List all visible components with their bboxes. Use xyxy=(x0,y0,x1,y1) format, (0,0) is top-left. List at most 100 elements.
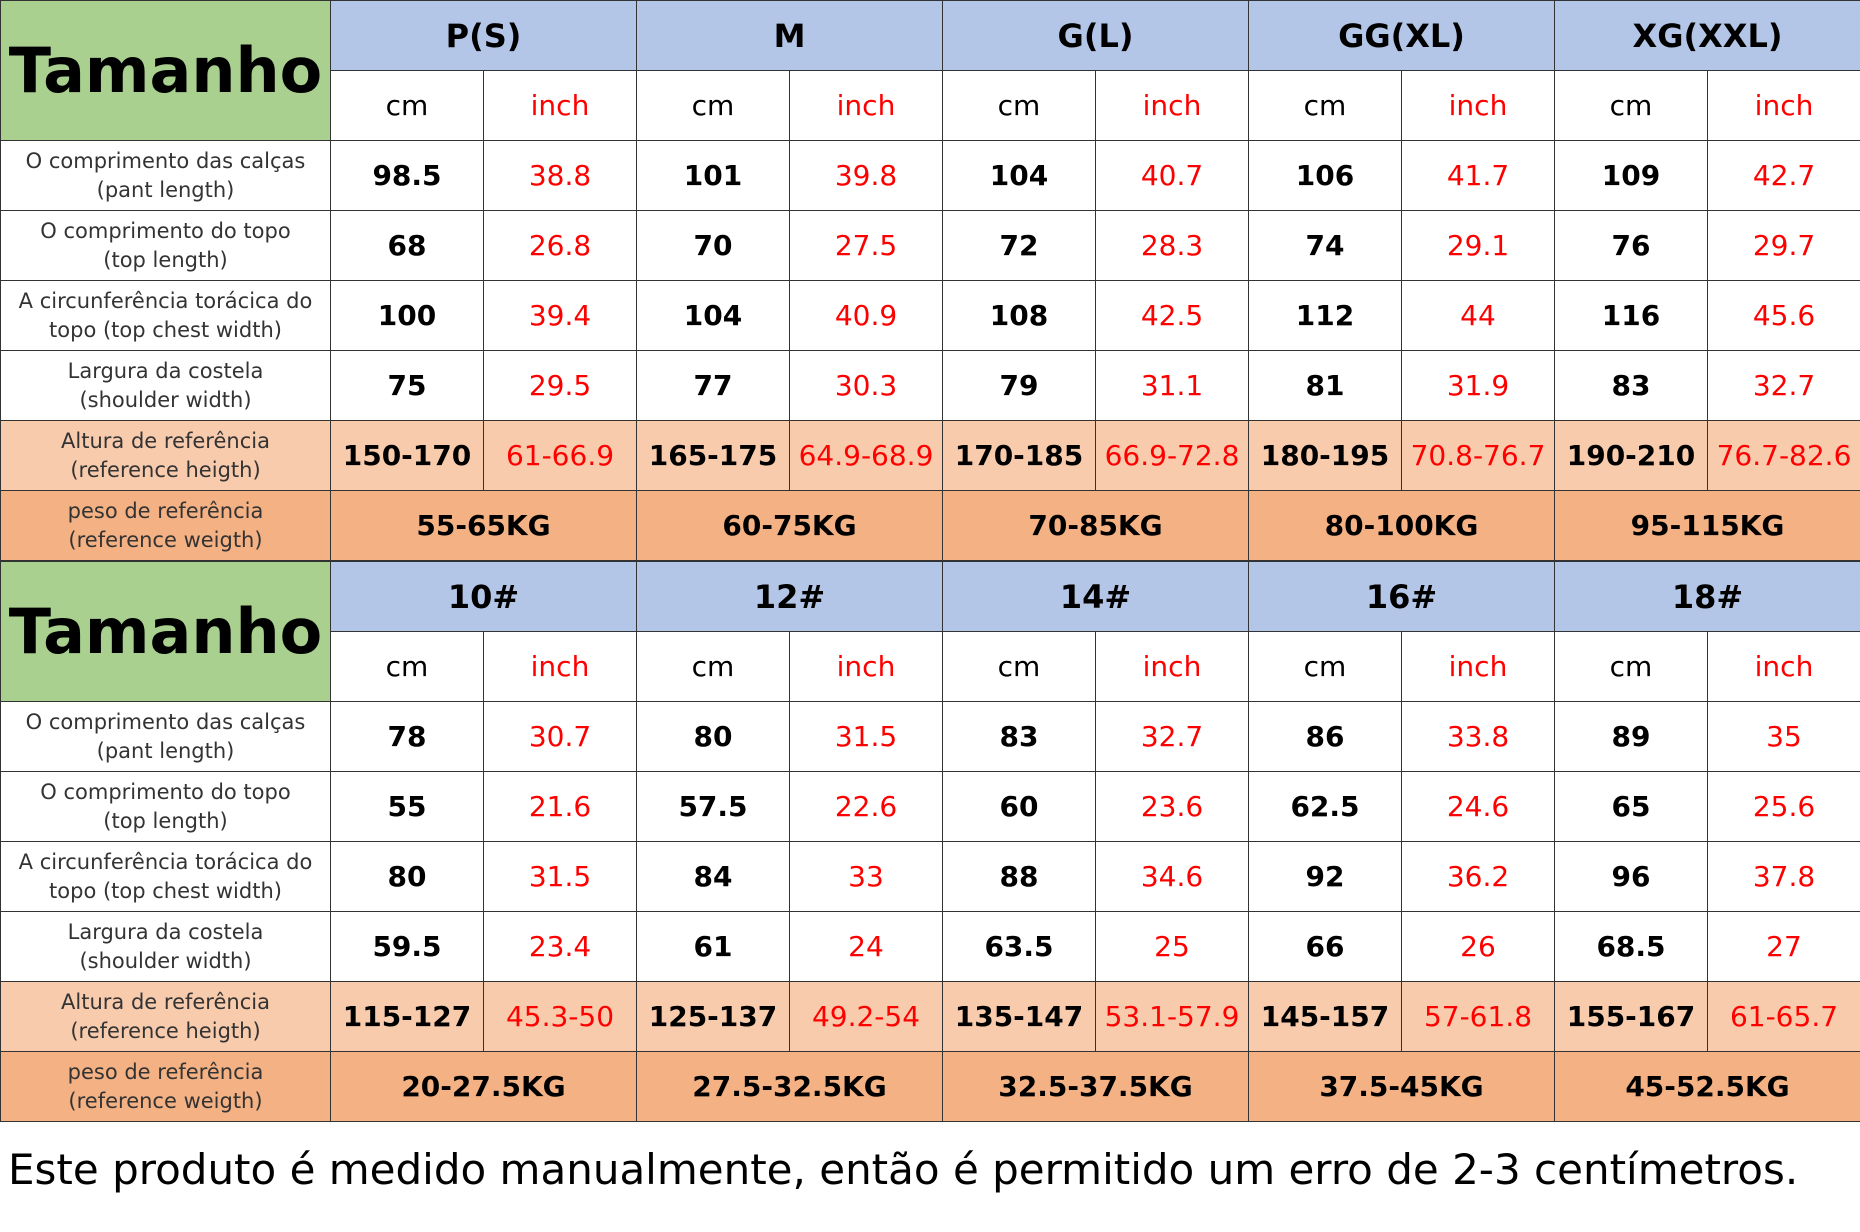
row-label: A circunferência torácica do topo (top ch… xyxy=(0,280,331,351)
value: 57-61.8 xyxy=(1401,981,1555,1052)
label-line: A circunferência torácica do xyxy=(18,849,313,874)
label-line: (pant length) xyxy=(96,177,235,202)
value: 80 xyxy=(330,841,484,912)
label-line: O comprimento das calças xyxy=(25,709,306,734)
value: 60 xyxy=(942,771,1096,842)
value: 30.3 xyxy=(789,350,943,421)
value: 60-75KG xyxy=(636,490,943,561)
value: 49.2-54 xyxy=(789,981,943,1052)
value: 27.5 xyxy=(789,210,943,281)
value: 76 xyxy=(1554,210,1708,281)
value: 64.9-68.9 xyxy=(789,420,943,491)
size: 18# xyxy=(1554,561,1860,632)
value: 74 xyxy=(1248,210,1402,281)
label-line: (top length) xyxy=(103,247,228,272)
value: 86 xyxy=(1248,701,1402,772)
unit: inch xyxy=(483,631,637,702)
label-line: (top length) xyxy=(103,808,228,833)
value: 59.5 xyxy=(330,911,484,982)
label-line: peso de referência xyxy=(67,1059,264,1084)
row-label: O comprimento do topo (top length) xyxy=(0,210,331,281)
value: 76.7-82.6 xyxy=(1706,420,1860,491)
value: 42.7 xyxy=(1706,140,1860,211)
value: 63.5 xyxy=(942,911,1096,982)
value: 36.2 xyxy=(1401,841,1555,912)
value: 104 xyxy=(636,280,790,351)
value: 70 xyxy=(636,210,790,281)
value: 37.8 xyxy=(1707,841,1860,912)
value: 33 xyxy=(789,841,943,912)
value: 26.8 xyxy=(483,210,637,281)
unit: inch xyxy=(789,631,943,702)
value: 40.7 xyxy=(1095,140,1249,211)
value: 29.1 xyxy=(1401,210,1555,281)
value: 61 xyxy=(636,911,790,982)
unit: inch xyxy=(1095,631,1249,702)
row-label: O comprimento das calças (pant length) xyxy=(0,701,331,772)
value: 61-66.9 xyxy=(483,420,637,491)
data-row: Largura da costela (shoulder width) 59.5 23… xyxy=(0,911,1860,982)
value: 88 xyxy=(942,841,1096,912)
value: 39.4 xyxy=(483,280,637,351)
row-label: peso de referência (reference weigth) xyxy=(0,1051,331,1122)
value: 78 xyxy=(330,701,484,772)
value: 45-52.5KG xyxy=(1554,1051,1860,1122)
value: 106 xyxy=(1248,140,1402,211)
note: Este produto é medido manualmente, então… xyxy=(8,1145,1799,1194)
value: 33.8 xyxy=(1401,701,1555,772)
size-chart: Tamanho P(S) M G(L) GG(XL) XG(XXL) cm inch cm inc… xyxy=(0,0,1860,1122)
label-line: O comprimento das calças xyxy=(25,148,306,173)
value: 27 xyxy=(1707,911,1860,982)
value: 145-157 xyxy=(1248,981,1402,1052)
label-line: (reference heigth) xyxy=(70,457,261,482)
size: 10# xyxy=(330,561,637,632)
label-line: Altura de referência xyxy=(61,428,270,453)
header-row: Tamanho P(S) M G(L) GG(XL) XG(XXL) xyxy=(0,0,1860,141)
value: 35 xyxy=(1707,701,1860,772)
label-line: topo (top chest width) xyxy=(49,317,282,342)
value: 79 xyxy=(942,350,1096,421)
size: P(S) xyxy=(330,0,637,71)
unit: cm xyxy=(330,631,484,702)
value: 108 xyxy=(942,280,1096,351)
value: 29.5 xyxy=(483,350,637,421)
label-line: (reference weigth) xyxy=(68,527,263,552)
value: 75 xyxy=(330,350,484,421)
value: 70.8-76.7 xyxy=(1401,420,1555,491)
data-row: Altura de referência (reference heigth) 15… xyxy=(0,420,1860,491)
value: 45.3-50 xyxy=(483,981,637,1052)
value: 40.9 xyxy=(789,280,943,351)
row-label: peso de referência (reference weigth) xyxy=(0,490,331,561)
label-line: Largura da costela xyxy=(67,358,264,383)
value: 100 xyxy=(330,280,484,351)
row-label: Altura de referência (reference heigth) xyxy=(0,420,331,491)
value: 68 xyxy=(330,210,484,281)
size-table: Tamanho 10# 12# 14# 16# 18# cm inch cm inch cm inch… xyxy=(0,561,1860,1122)
unit: inch xyxy=(1401,70,1555,141)
value: 101 xyxy=(636,140,790,211)
value: 21.6 xyxy=(483,771,637,842)
value: 92 xyxy=(1248,841,1402,912)
value: 32.5-37.5KG xyxy=(942,1051,1249,1122)
value: 31.5 xyxy=(789,701,943,772)
value: 23.4 xyxy=(483,911,637,982)
unit: inch xyxy=(1401,631,1555,702)
label-line: topo (top chest width) xyxy=(49,878,282,903)
value: 28.3 xyxy=(1095,210,1249,281)
value: 55-65KG xyxy=(330,490,637,561)
value: 62.5 xyxy=(1248,771,1402,842)
value: 45.6 xyxy=(1706,280,1860,351)
unit: inch xyxy=(1095,70,1249,141)
label-line: peso de referência xyxy=(67,498,264,523)
unit: cm xyxy=(330,70,484,141)
value: 34.6 xyxy=(1095,841,1249,912)
value: 27.5-32.5KG xyxy=(636,1051,943,1122)
value: 32.7 xyxy=(1706,350,1860,421)
value: 95-115KG xyxy=(1553,490,1860,561)
value: 81 xyxy=(1248,350,1402,421)
value: 83 xyxy=(1554,350,1708,421)
value: 135-147 xyxy=(942,981,1096,1052)
weight-row: peso de referência (reference weigth) 20-2… xyxy=(0,1051,1860,1122)
size-table: Tamanho P(S) M G(L) GG(XL) XG(XXL) cm inch cm inc… xyxy=(0,0,1860,561)
